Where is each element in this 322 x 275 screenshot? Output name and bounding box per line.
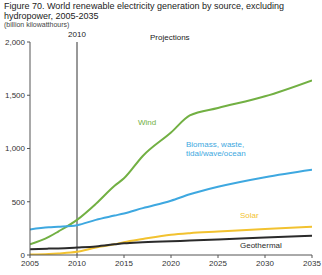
- svg-text:500: 500: [12, 198, 26, 207]
- html-text:Biomass, waste, tidal/wave/oce: Biomass, waste, tidal/wave/ocean: [186, 140, 246, 158]
- svg-text:2025: 2025: [209, 259, 227, 268]
- html-text:(billion kilowatthours): (billion kilowatthours): [4, 21, 70, 28]
- svg-text:2005: 2005: [21, 259, 39, 268]
- svg-text:2010: 2010: [68, 259, 86, 268]
- svg-text:2030: 2030: [256, 259, 274, 268]
- html-text:Geothermal: Geothermal: [240, 241, 282, 250]
- html-text:Figure 70. World renewable ele: Figure 70. World renewable electricity g…: [4, 1, 284, 21]
- svg-text:0: 0: [21, 251, 26, 260]
- html-text:Solar: Solar: [240, 211, 259, 220]
- svg-text:2010: 2010: [68, 30, 86, 39]
- html-text:Wind: Wind: [138, 118, 157, 127]
- svg-text:1,000: 1,000: [8, 144, 26, 153]
- svg-text:2015: 2015: [115, 259, 133, 268]
- svg-text:2020: 2020: [162, 259, 180, 268]
- html-text:Projections: Projections: [150, 33, 190, 42]
- svg-text:2,000: 2,000: [8, 38, 26, 47]
- svg-text:1,500: 1,500: [8, 91, 26, 100]
- svg-text:2035: 2035: [303, 259, 314, 268]
